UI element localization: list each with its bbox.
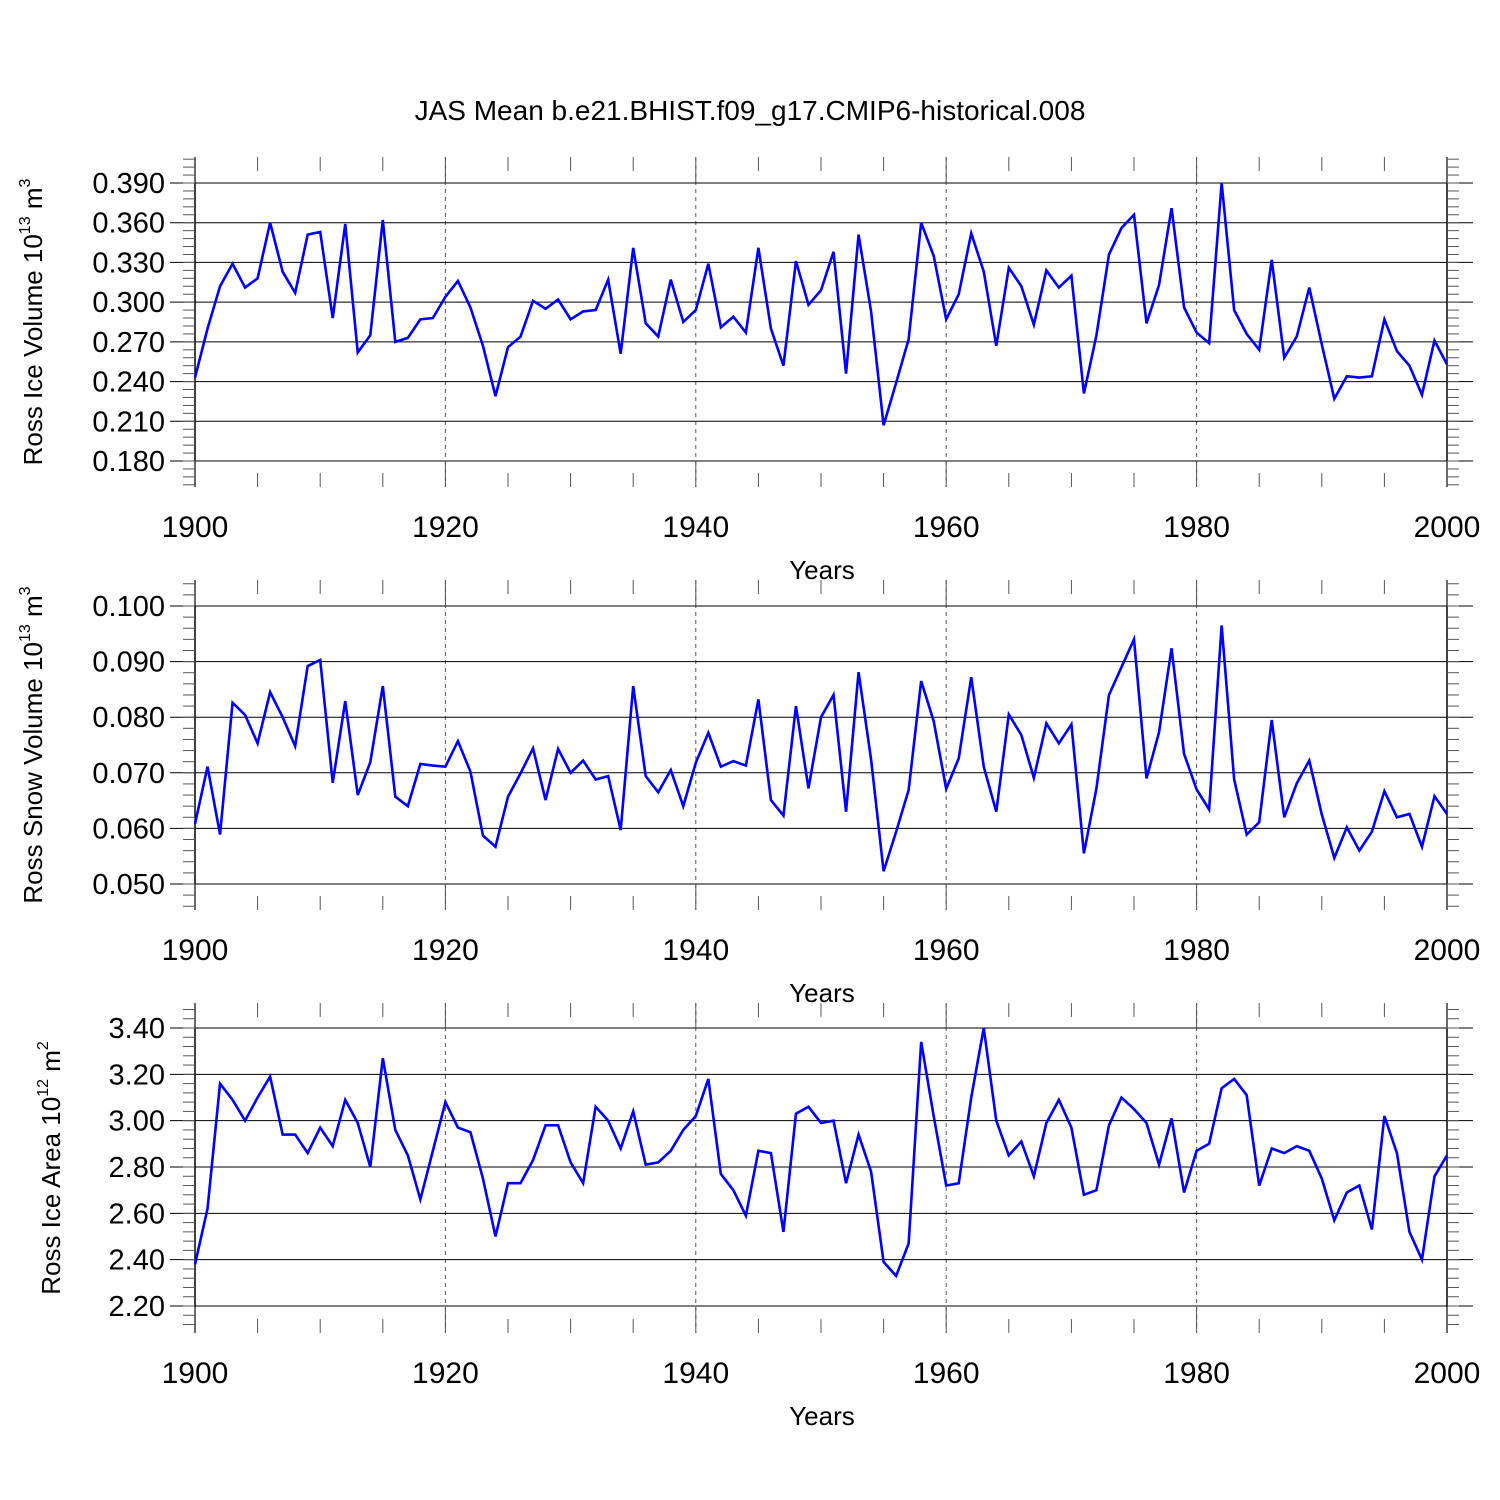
x-tick-label: 1900: [162, 934, 229, 967]
y-tick-label: 2.40: [109, 1245, 165, 1277]
x-tick-label: 2000: [1414, 511, 1481, 544]
series-line: [193, 182, 1449, 426]
x-tick-label: 1960: [913, 1357, 980, 1390]
y-tick-label: 0.210: [92, 406, 165, 438]
x-axis-label: Years: [789, 555, 855, 585]
x-tick-label: 1980: [1163, 511, 1230, 544]
x-tick-label: 1920: [412, 934, 479, 967]
y-tick-label: 0.060: [92, 813, 165, 845]
y-axis-label: Ross Ice Volume 1013 m3: [17, 178, 48, 465]
y-tick-label: 0.080: [92, 702, 165, 734]
x-tick-label: 2000: [1414, 1357, 1481, 1390]
y-tick-label: 0.300: [92, 287, 165, 319]
panel-ross-snow-volume: 0.050 0.060 0.070 0.080 0.090 0.100 1900 1920 19…: [17, 580, 1480, 1008]
y-axis-label: Ross Ice Area 1012 m2: [35, 1041, 66, 1295]
x-tick-label: 1980: [1163, 934, 1230, 967]
x-tick-label: 2000: [1414, 934, 1481, 967]
y-tick-label: 3.00: [109, 1106, 165, 1138]
y-tick-label: 2.80: [109, 1152, 165, 1184]
panel-ross-ice-area: 2.20 2.40 2.60 2.80 3.00 3.20 3.40 1900 1920 1940…: [35, 1003, 1480, 1431]
y-tick-label: 0.100: [92, 591, 165, 623]
x-tick-label: 1900: [162, 511, 229, 544]
y-tick-label: 3.40: [109, 1013, 165, 1045]
x-axis-label: Years: [789, 978, 855, 1008]
y-axis-label: Ross Snow Volume 1013 m3: [17, 586, 48, 903]
y-tick-label: 0.390: [92, 168, 165, 200]
x-tick-label: 1940: [662, 934, 729, 967]
y-tick-label: 0.070: [92, 758, 165, 790]
x-tick-label: 1900: [162, 1357, 229, 1390]
series-line: [193, 625, 1449, 872]
y-tick-label: 0.090: [92, 647, 165, 679]
series-line: [193, 1027, 1449, 1279]
y-tick-label: 0.240: [92, 367, 165, 399]
y-tick-label: 2.60: [109, 1198, 165, 1230]
x-tick-label: 1920: [412, 511, 479, 544]
x-tick-label: 1960: [913, 934, 980, 967]
y-tick-label: 3.20: [109, 1059, 165, 1091]
x-tick-label: 1940: [662, 511, 729, 544]
y-tick-label: 0.360: [92, 208, 165, 240]
figure-title: JAS Mean b.e21.BHIST.f09_g17.CMIP6-histo…: [415, 95, 1086, 126]
x-tick-label: 1980: [1163, 1357, 1230, 1390]
y-tick-label: 0.270: [92, 327, 165, 359]
x-tick-label: 1960: [913, 511, 980, 544]
y-tick-label: 0.330: [92, 247, 165, 279]
x-axis-label: Years: [789, 1401, 855, 1431]
y-tick-label: 0.180: [92, 446, 165, 478]
x-tick-label: 1940: [662, 1357, 729, 1390]
panel-ross-ice-volume: 0.180 0.210 0.240 0.270 0.300 0.330 0.360 0.390…: [17, 157, 1480, 585]
x-tick-label: 1920: [412, 1357, 479, 1390]
y-tick-label: 0.050: [92, 869, 165, 901]
y-tick-label: 2.20: [109, 1291, 165, 1323]
